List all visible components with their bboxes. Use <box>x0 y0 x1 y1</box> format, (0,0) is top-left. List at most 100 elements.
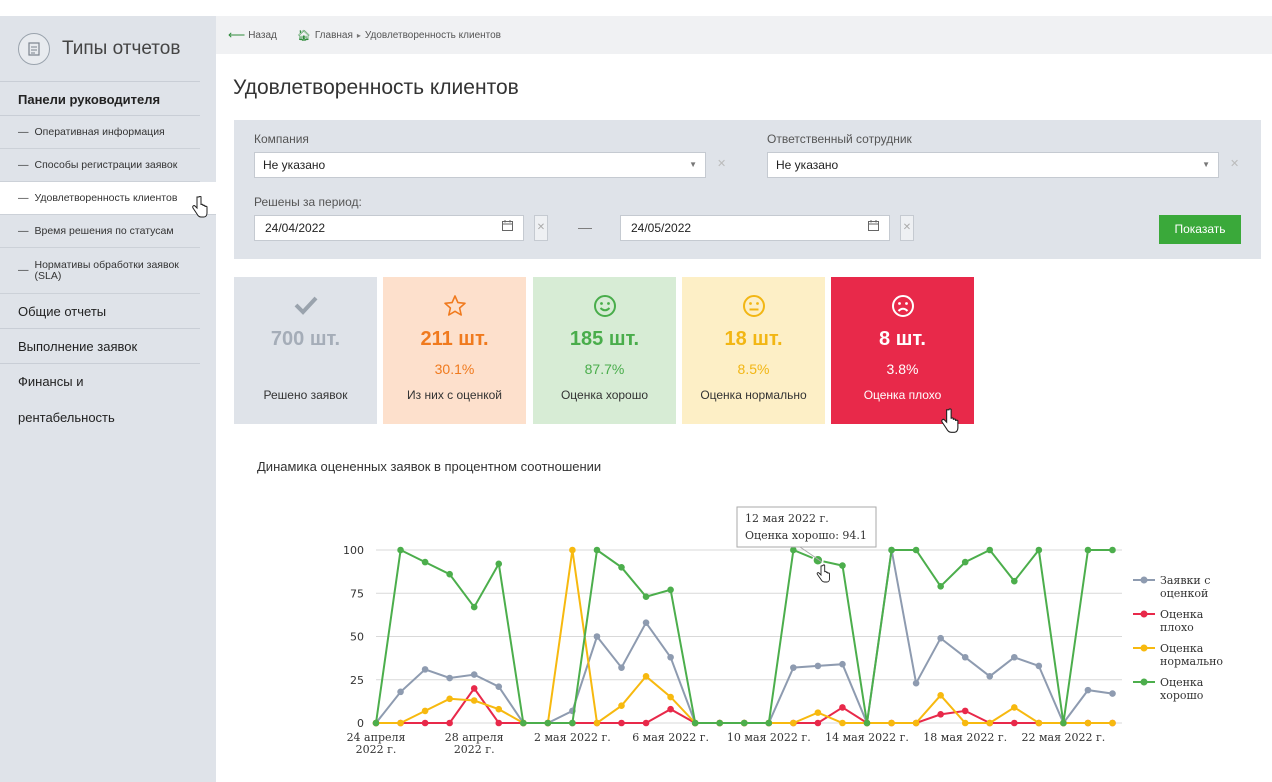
show-button[interactable]: Показать <box>1159 215 1241 244</box>
sidebar-group-finance[interactable]: Финансы и рентабельность <box>18 374 115 425</box>
x-tick-label: 2022 г. <box>454 743 495 756</box>
data-point <box>470 697 478 704</box>
date-from-clear-icon[interactable]: ✕ <box>534 215 548 241</box>
card-label: Решено заявок <box>263 388 348 402</box>
sidebar-item-label: Удовлетворенность клиентов <box>34 192 178 204</box>
card-rated[interactable]: 211 шт. 30.1% Из них с оценкой <box>383 277 526 424</box>
breadcrumb-home[interactable]: Главная <box>314 29 353 41</box>
data-point <box>716 719 723 727</box>
data-point <box>397 719 404 727</box>
sidebar-section-manager-panels[interactable]: Панели руководителя <box>0 82 200 116</box>
period-dash: — <box>578 219 592 235</box>
data-point <box>642 619 650 626</box>
hand-cursor-icon <box>192 195 208 224</box>
data-point <box>790 546 797 554</box>
data-point <box>937 634 944 642</box>
date-to-input[interactable]: 24/05/2022 <box>620 215 890 241</box>
sidebar: Типы отчетов Панели руководителя — Операт… <box>0 16 216 782</box>
data-point <box>1109 719 1116 727</box>
tooltip-date: 12 мая 2022 г. <box>745 512 829 525</box>
data-point <box>642 719 650 727</box>
card-label: Оценка нормально <box>700 388 807 402</box>
y-tick-label: 100 <box>343 544 364 557</box>
data-point <box>814 709 822 716</box>
sidebar-item-label: Оперативная информация <box>34 126 165 138</box>
card-good[interactable]: 185 шт. 87.7% Оценка хорошо <box>533 277 676 424</box>
sidebar-group-request-execution[interactable]: Выполнение заявок <box>0 329 200 364</box>
data-point <box>495 560 503 568</box>
data-point <box>839 704 846 711</box>
data-point <box>912 719 920 727</box>
chevron-down-icon: ▼ <box>689 160 697 169</box>
x-tick-label: 28 апреля <box>445 731 504 744</box>
x-tick-label: 24 апреля <box>347 731 406 744</box>
data-point <box>593 633 601 640</box>
data-point <box>937 583 944 590</box>
legend-label: Заявки с <box>1160 574 1210 587</box>
data-point <box>667 653 674 661</box>
sidebar-item-sla[interactable]: — Нормативы обработки заявок (SLA) <box>0 248 200 294</box>
data-point <box>790 664 797 671</box>
sidebar-item-operational-info[interactable]: — Оперативная информация <box>0 116 200 149</box>
company-select-value: Не указано <box>263 158 326 172</box>
date-to-value: 24/05/2022 <box>631 221 692 235</box>
data-point <box>1011 577 1018 585</box>
calendar-icon[interactable] <box>868 216 879 240</box>
home-icon[interactable]: 🏠︎ <box>296 29 311 42</box>
data-point <box>888 546 895 554</box>
data-point <box>863 719 871 727</box>
sidebar-header[interactable]: Типы отчетов <box>0 16 200 82</box>
sidebar-item-registration-methods[interactable]: — Способы регистрации заявок <box>0 149 200 182</box>
sidebar-item-label: Время решения по статусам <box>34 225 174 237</box>
calendar-icon[interactable] <box>502 216 513 240</box>
card-bad[interactable]: 8 шт. 3.8% Оценка плохо <box>831 277 974 424</box>
data-point <box>1035 719 1043 727</box>
document-icon <box>18 32 50 65</box>
card-count: 185 шт. <box>569 328 640 350</box>
data-point <box>961 653 969 661</box>
legend-label: хорошо <box>1160 689 1204 702</box>
tooltip-pointer <box>799 546 823 563</box>
data-point <box>912 546 920 554</box>
date-to-clear-icon[interactable]: ✕ <box>900 215 914 241</box>
company-select[interactable]: Не указано ▼ <box>254 152 706 178</box>
employee-select[interactable]: Не указано ▼ <box>767 152 1219 178</box>
x-tick-label: 10 мая 2022 г. <box>727 731 811 744</box>
chevron-down-icon: ▼ <box>1202 160 1210 169</box>
sidebar-item-resolution-time[interactable]: — Время решения по статусам <box>0 215 200 248</box>
card-percent: 3.8% <box>886 361 919 377</box>
company-clear-icon[interactable]: ✕ <box>717 158 727 170</box>
check-icon <box>234 294 377 322</box>
data-point <box>1035 662 1043 670</box>
data-point <box>397 688 404 696</box>
data-point <box>1011 719 1018 727</box>
data-point <box>372 719 380 727</box>
breadcrumb-current: Удовлетворенность клиентов <box>364 29 501 41</box>
card-resolved[interactable]: 700 шт. Решено заявок <box>234 277 377 424</box>
legend-marker <box>1140 644 1148 652</box>
employee-clear-icon[interactable]: ✕ <box>1230 158 1240 170</box>
data-point <box>765 719 773 727</box>
data-point <box>986 719 994 727</box>
hand-cursor-icon <box>941 408 959 440</box>
employee-label: Ответственный сотрудник <box>767 132 912 146</box>
sidebar-group-general-reports[interactable]: Общие отчеты <box>0 294 200 329</box>
data-point <box>839 562 846 569</box>
data-point <box>1084 719 1092 727</box>
sidebar-item-customer-satisfaction[interactable]: — Удовлетворенность клиентов <box>0 182 216 215</box>
x-tick-label: 6 мая 2022 г. <box>632 731 709 744</box>
data-point <box>495 683 503 690</box>
data-point <box>1084 546 1092 554</box>
data-point <box>839 719 846 727</box>
data-point <box>986 672 994 680</box>
back-link[interactable]: ⟵ Назад <box>228 28 277 42</box>
card-normal[interactable]: 18 шт. 8.5% Оценка нормально <box>682 277 825 424</box>
data-point <box>593 719 601 727</box>
chart-title: Динамика оцененных заявок в процентном с… <box>257 459 602 474</box>
date-from-input[interactable]: 24/04/2022 <box>254 215 524 241</box>
data-point <box>1109 546 1116 554</box>
card-label: Оценка хорошо <box>560 388 649 402</box>
data-point <box>888 719 895 727</box>
data-point <box>495 719 503 727</box>
